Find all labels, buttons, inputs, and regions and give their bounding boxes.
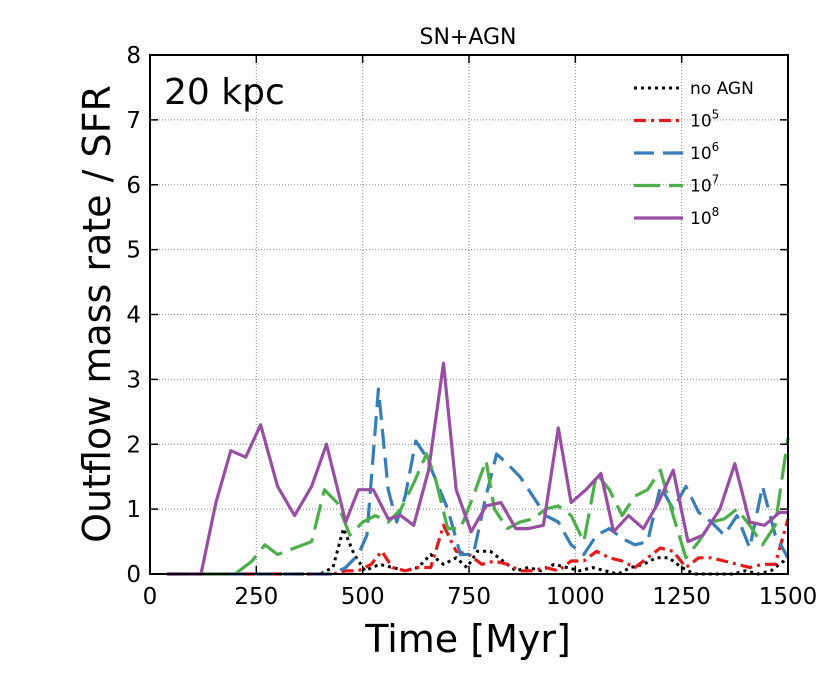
series-line	[167, 387, 790, 576]
grid	[150, 55, 788, 574]
legend-label: no AGN	[690, 79, 754, 99]
y-tick-label: 4	[126, 303, 141, 329]
series-line	[167, 361, 788, 576]
y-tick-label: 7	[126, 108, 141, 134]
y-tick-label: 2	[126, 432, 141, 458]
x-tick-label: 750	[447, 584, 491, 610]
y-tick-label: 8	[126, 43, 141, 69]
x-tick-label: 1500	[759, 584, 818, 610]
series-line	[167, 437, 790, 576]
legend-label: 107	[690, 173, 719, 197]
x-tick-label: 1000	[546, 584, 605, 610]
x-tick-label: 500	[341, 584, 385, 610]
legend: no AGN 105 106 107 108	[634, 79, 754, 229]
y-axis-label: Outflow mass rate / SFR	[75, 85, 119, 543]
x-tick-label: 250	[234, 584, 278, 610]
y-tick-label: 3	[126, 367, 141, 393]
legend-label: 106	[690, 140, 719, 164]
legend-label: 108	[690, 205, 719, 229]
x-axis-label: Time [Myr]	[364, 617, 571, 661]
y-tick-label: 6	[126, 173, 141, 199]
ticks: 0 250 500 750 1000 1250 1500 0 1 2 3 4 5 6 7 8	[126, 43, 817, 610]
chart-title: SN+AGN	[419, 25, 516, 50]
x-tick-label: 0	[143, 584, 158, 610]
series-group	[167, 361, 790, 576]
y-tick-label: 1	[126, 497, 141, 523]
legend-label: 105	[690, 108, 719, 132]
y-tick-label: 0	[126, 562, 141, 588]
x-tick-label: 1250	[652, 584, 711, 610]
annotation-label: 20 kpc	[164, 72, 285, 113]
y-tick-label: 5	[126, 238, 141, 264]
